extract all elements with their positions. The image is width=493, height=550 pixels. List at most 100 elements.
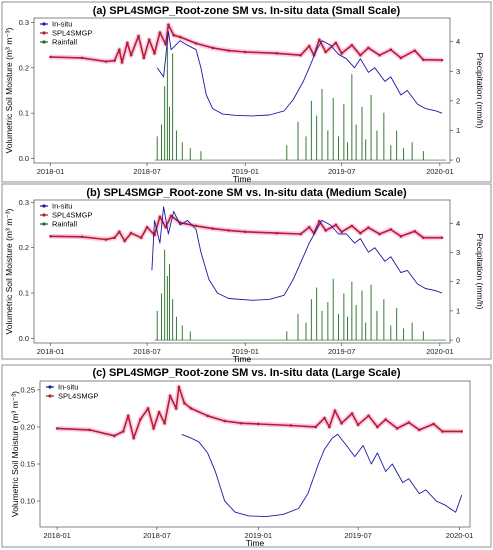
chart-title: (b) SPL4SMGP_Root-zone SM vs. In-situ da… bbox=[86, 187, 407, 199]
x-tick-label: 2020-01 bbox=[426, 347, 454, 356]
spl4smgp-point bbox=[49, 235, 52, 238]
spl4smgp-point bbox=[323, 416, 326, 420]
spl4smgp-point bbox=[153, 52, 156, 55]
y-right-tick-label: 2 bbox=[456, 277, 460, 286]
spl4smgp-point bbox=[147, 38, 151, 42]
y-tick-label: 0.20 bbox=[20, 422, 35, 431]
spl4smgp-point bbox=[422, 236, 425, 239]
spl4smgp-point bbox=[194, 224, 198, 228]
spl4smgp-point bbox=[275, 231, 278, 235]
spl4smgp-line bbox=[50, 23, 443, 64]
spl4smgp-point bbox=[174, 407, 178, 410]
spl4smgp-point bbox=[206, 414, 209, 418]
spl4smgp-point bbox=[178, 35, 182, 39]
spl4smgp-point bbox=[384, 418, 387, 421]
spl4smgp-point bbox=[163, 421, 166, 425]
spl4smgp-point bbox=[88, 428, 91, 432]
legend-marker bbox=[42, 222, 46, 226]
spl4smgp-point bbox=[334, 41, 338, 45]
legend-marker bbox=[42, 204, 46, 208]
legend-marker bbox=[42, 31, 46, 35]
spl4smgp-point bbox=[113, 59, 116, 62]
plot-area bbox=[33, 199, 451, 344]
spl4smgp-point bbox=[189, 407, 193, 410]
spl4smgp-point bbox=[350, 412, 354, 415]
x-tick-label: 2020-01 bbox=[446, 531, 474, 540]
y-right-tick-label: 3 bbox=[456, 248, 460, 257]
spl4smgp-point bbox=[121, 430, 125, 433]
x-tick-label: 2018-07 bbox=[143, 531, 171, 540]
spl4smgp-point bbox=[350, 43, 354, 47]
y-axis-label: Volumetric Soil Moisture (m³ m⁻³) bbox=[10, 391, 20, 517]
spl4smgp-point bbox=[145, 225, 149, 229]
spl4smgp-point bbox=[164, 42, 168, 46]
insitu-line bbox=[151, 206, 443, 301]
spl4smgp-point bbox=[407, 421, 411, 424]
y-tick-label: 0.2 bbox=[19, 243, 29, 252]
legend-entry: In-situ bbox=[58, 383, 78, 392]
spl4smgp-point bbox=[243, 50, 247, 54]
spl4smgp-point bbox=[389, 228, 393, 231]
x-tick-label: 2019-01 bbox=[245, 531, 273, 540]
panel-frame bbox=[1, 183, 492, 360]
spl4smgp-point bbox=[118, 230, 121, 234]
spl4smgp-point bbox=[340, 52, 344, 55]
spl4smgp-point bbox=[169, 214, 173, 218]
y-axis-right-label: Precipitation (mm/h) bbox=[475, 52, 485, 128]
spl4smgp-point bbox=[389, 48, 393, 52]
legend-entry: Rainfall bbox=[52, 38, 77, 47]
legend-marker bbox=[42, 22, 46, 26]
spl4smgp-point bbox=[356, 423, 360, 427]
spl4smgp-point bbox=[129, 53, 133, 57]
spl4smgp-point bbox=[417, 428, 421, 432]
spl4smgp-point bbox=[146, 407, 150, 410]
x-axis-label: Time bbox=[233, 174, 252, 184]
spl4smgp-point bbox=[367, 226, 370, 229]
y-axis-right-label: Precipitation (mm/h) bbox=[475, 233, 485, 309]
x-tick-label: 2018-01 bbox=[43, 531, 71, 540]
legend-entry: SPL4SMGP bbox=[52, 29, 92, 38]
y-right-tick-label: 0 bbox=[456, 336, 460, 345]
spl4smgp-point bbox=[289, 424, 293, 427]
spl4smgp-point bbox=[126, 414, 130, 418]
spl4smgp-point bbox=[142, 56, 146, 60]
spl4smgp-point bbox=[177, 385, 181, 389]
y-right-tick-label: 4 bbox=[456, 37, 460, 46]
spl4smgp-point bbox=[413, 49, 417, 52]
spl4smgp-point bbox=[376, 425, 379, 429]
y-tick-label: 0.0 bbox=[19, 334, 29, 343]
y-tick-label: 0.10 bbox=[20, 497, 35, 506]
spl4smgp-point bbox=[227, 229, 230, 232]
spl4smgp-point bbox=[118, 48, 121, 52]
spl4smgp-point bbox=[164, 225, 168, 229]
y-right-tick-label: 1 bbox=[456, 306, 460, 315]
legend-marker bbox=[42, 40, 46, 44]
y-tick-label: 0.1 bbox=[19, 289, 29, 298]
x-axis-label: Time bbox=[233, 354, 252, 364]
spl4smgp-point bbox=[460, 430, 464, 433]
spl4smgp-point bbox=[413, 230, 417, 233]
spl4smgp-point bbox=[120, 61, 124, 64]
y-tick-label: 0.25 bbox=[20, 385, 35, 394]
spl4smgp-point bbox=[137, 34, 140, 38]
spl4smgp-point bbox=[318, 220, 321, 223]
spl4smgp-point bbox=[55, 427, 59, 430]
spl4smgp-point bbox=[328, 425, 331, 429]
legend-marker bbox=[42, 213, 46, 217]
chart-panel-a: (a) SPL4SMGP_Root-zone SM vs. In-situ da… bbox=[1, 1, 492, 184]
spl4smgp-point bbox=[123, 239, 126, 243]
spl4smgp-point bbox=[440, 236, 444, 239]
spl4smgp-point bbox=[432, 422, 435, 426]
spl4smgp-point bbox=[334, 223, 338, 227]
chart-panel-c: (c) SPL4SMGP_Root-zone SM vs. In-situ da… bbox=[1, 364, 492, 548]
chart-title: (c) SPL4SMGP_Root-zone SM vs. In-situ da… bbox=[92, 367, 400, 379]
spl4smgp-point bbox=[139, 418, 142, 421]
plot-area bbox=[39, 380, 471, 528]
x-tick-label: 2018-07 bbox=[133, 167, 161, 176]
legend-entry: SPL4SMGP bbox=[58, 392, 98, 401]
y-tick-label: 0.1 bbox=[19, 109, 29, 118]
spl4smgp-point bbox=[104, 238, 108, 241]
